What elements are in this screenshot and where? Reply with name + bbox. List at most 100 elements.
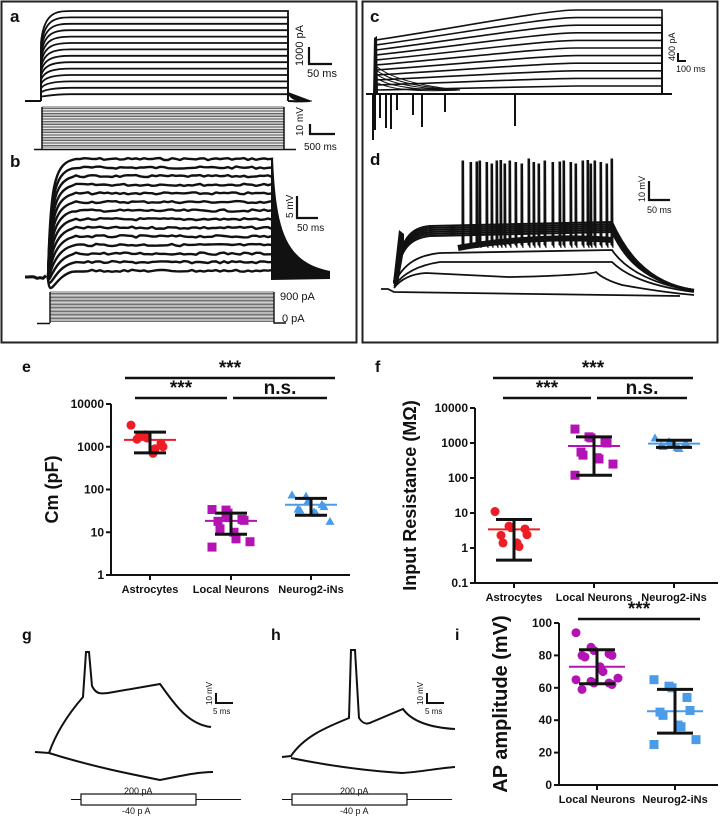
action-potential	[520, 163, 524, 249]
data-point	[602, 438, 612, 448]
significance-label: ***	[170, 378, 193, 399]
data-point	[571, 628, 581, 638]
panel-label-b: b	[10, 152, 20, 171]
action-potential	[551, 162, 555, 249]
action-potential	[527, 158, 531, 249]
scale-x-d: 50 ms	[647, 205, 672, 215]
x-tick-label: Neurog2-iNs	[641, 592, 706, 604]
action-potential	[562, 160, 566, 249]
voltage-trace	[46, 259, 274, 285]
data-point	[229, 527, 239, 537]
scale-x-h: 5 ms	[425, 707, 442, 716]
data-point	[150, 444, 160, 454]
stim-scale-y-a: 10 mV	[295, 107, 306, 136]
current-trace	[375, 24, 663, 94]
scale-x-a: 50 ms	[307, 68, 337, 80]
data-point	[522, 530, 532, 540]
action-potential	[532, 162, 536, 249]
voltage-trace	[46, 268, 274, 290]
panel-label-e: e	[22, 359, 31, 376]
action-potential	[503, 163, 507, 249]
y-axis-title: AP amplitude (mV)	[490, 615, 512, 792]
current-trace	[40, 54, 289, 101]
action-potential	[574, 163, 578, 249]
stim-frame	[34, 107, 296, 151]
y-axis-title: Input Resistance (MΩ)	[400, 400, 420, 590]
x-tick-label: Neurog2-iNs	[278, 584, 343, 596]
scale-bar-c: 400 pA 100 ms	[667, 32, 706, 74]
voltage-trace	[46, 191, 273, 280]
action-potential	[490, 163, 494, 249]
scale-bar-g: 10 mV 5 ms 200 pA -40 p A	[122, 681, 233, 816]
voltage-trace	[46, 182, 274, 280]
data-point	[126, 420, 136, 430]
action-potential	[581, 160, 585, 249]
traces-c	[366, 9, 672, 140]
hyperpolarizing-trace	[290, 757, 456, 775]
tail-current	[287, 91, 313, 102]
action-potential	[599, 162, 603, 249]
current-trace	[40, 29, 289, 101]
data-point	[207, 505, 217, 515]
action-potential	[586, 160, 590, 249]
traces-h	[281, 649, 456, 806]
voltage-trace	[393, 261, 695, 293]
current-trace	[40, 80, 289, 101]
action-potential	[508, 160, 512, 249]
current-trace	[375, 70, 663, 94]
current-trace	[375, 85, 663, 94]
data-point	[578, 450, 588, 460]
x-tick-label: Local Neurons	[559, 794, 635, 806]
voltage-trace	[46, 234, 274, 280]
voltage-trace	[46, 225, 274, 280]
y-tick-label: 40	[539, 713, 553, 727]
voltage-trace	[46, 199, 274, 280]
current-trace	[40, 67, 289, 101]
data-point	[496, 530, 506, 540]
stim-pulse	[80, 793, 197, 806]
scale-y-d: 10 mV	[637, 176, 647, 202]
data-point	[319, 502, 329, 511]
data-point	[498, 538, 508, 548]
data-point	[607, 650, 617, 660]
data-point	[295, 505, 305, 514]
stim-frame	[37, 292, 286, 325]
data-point	[287, 490, 297, 499]
voltage-trace	[46, 208, 274, 280]
panel-label-a: a	[10, 7, 20, 26]
data-point	[658, 710, 668, 720]
current-trace	[375, 47, 663, 94]
current-trace	[40, 48, 289, 101]
panel-label-i: i	[455, 627, 459, 644]
chart-f: 0.1 1 10 100 1000 10000 Input Resistance (MΩ) A…	[400, 358, 718, 604]
action-potential	[543, 160, 547, 249]
data-point	[245, 537, 255, 547]
action-potential	[569, 162, 573, 249]
current-trace	[40, 61, 289, 101]
y-tick-label: 0	[545, 778, 552, 792]
stim-bottom-g: -40 p A	[122, 806, 151, 816]
y-tick-label: 20	[539, 746, 553, 760]
stim-top-b: 900 pA	[280, 291, 316, 303]
current-trace	[375, 39, 663, 94]
y-tick-label: 0.1	[451, 576, 468, 590]
data-point	[682, 693, 692, 703]
scale-x-c: 100 ms	[676, 64, 706, 74]
action-potential	[610, 158, 614, 249]
capacitive-transient	[373, 36, 378, 94]
hyperpolarizing-trace	[48, 752, 214, 782]
action-potential	[605, 163, 609, 249]
voltage-trace	[393, 270, 695, 296]
scale-bar-a: 1000 pA 50 ms 10 mV 500 ms	[294, 24, 337, 153]
current-trace	[375, 31, 663, 94]
x-tick-label: Local Neurons	[556, 592, 632, 604]
decay-trace	[375, 81, 461, 92]
x-tick-label: Neurog2-iNs	[642, 794, 707, 806]
data-point	[570, 424, 580, 434]
data-point	[158, 442, 168, 452]
action-potential	[537, 163, 541, 249]
depolarizing-trace	[34, 651, 212, 755]
y-tick-label: 10000	[435, 401, 469, 415]
y-tick-label: 100	[84, 483, 104, 497]
panel-label-g: g	[22, 627, 32, 644]
